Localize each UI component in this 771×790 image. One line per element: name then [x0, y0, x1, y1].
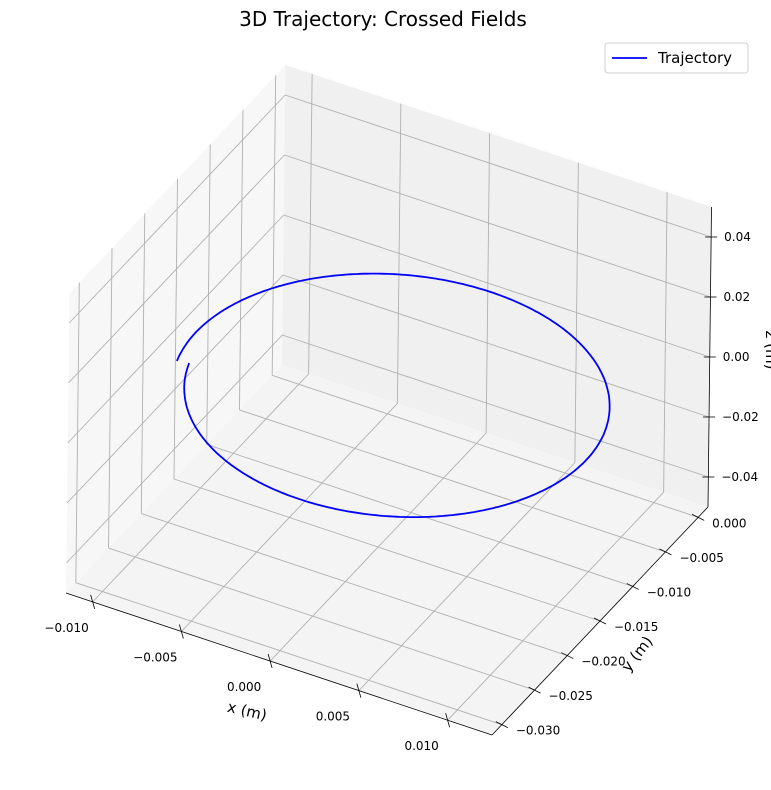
series-layer [176, 272, 611, 518]
tick-labels: −0.010 −0.005 0.000 0.005 0.010 0.000 −0.005 −0… [44, 230, 758, 753]
axes-panes [66, 65, 712, 735]
y-tick-label-0: 0.000 [712, 516, 746, 530]
y-tick-label-4: −0.020 [581, 655, 625, 669]
gridline-floor-y-4 [141, 513, 568, 656]
legend-label-trajectory: Trajectory [657, 49, 732, 67]
gridline-left-z-2 [67, 214, 285, 444]
y-tick-label-5: −0.025 [549, 689, 593, 703]
gridline-left-z-1 [68, 154, 285, 384]
gridline-back-z-0 [285, 94, 712, 238]
x-tick-1 [178, 624, 184, 639]
z-tick-label-2: 0.00 [723, 350, 750, 364]
y-tick-label-1: −0.005 [679, 551, 723, 565]
y-tick-5 [528, 686, 541, 694]
z-tick-label-4: −0.04 [721, 470, 758, 484]
gridline-left-z-0 [68, 94, 286, 324]
x-tick-label-4: 0.010 [404, 739, 438, 753]
gridline-back-z-4 [282, 334, 709, 478]
z-tick-label-1: 0.02 [723, 290, 750, 304]
gridline-back-z-2 [283, 214, 710, 358]
y-tick-2 [626, 583, 639, 590]
z-axis-label: z (m) [762, 331, 771, 370]
x-tick-4 [445, 713, 451, 728]
tick-marks [65, 206, 718, 736]
x-tick-3 [356, 683, 362, 698]
y-tick-6 [495, 721, 508, 728]
x-tick-label-2: 0.000 [227, 680, 261, 694]
chart-title: 3D Trajectory: Crossed Fields [239, 7, 527, 31]
y-tick-label-6: −0.030 [516, 724, 560, 738]
gridlines [66, 73, 712, 726]
y-tick-label-2: −0.010 [647, 585, 691, 599]
y-tick-0 [692, 514, 705, 521]
x-tick-0 [90, 594, 96, 609]
gridline-floor-y-3 [173, 478, 601, 622]
x-tick-label-3: 0.005 [316, 710, 350, 724]
x-axis-label: x (m) [226, 698, 269, 725]
x-tick-label-1: −0.005 [133, 650, 177, 664]
gridline-floor-y-1 [239, 409, 666, 553]
series-line-trajectory [176, 272, 611, 518]
y-tick-4 [561, 652, 574, 659]
legend-box [604, 42, 749, 74]
z-tick-label-0: 0.04 [724, 230, 751, 244]
gridline-back-z-1 [284, 154, 711, 298]
z-tick-label-3: −0.02 [722, 410, 759, 424]
y-tick-1 [659, 548, 672, 556]
gridline-floor-y-2 [206, 444, 633, 587]
gridline-left-z-3 [66, 274, 284, 504]
gridline-floor-y-0 [272, 374, 699, 518]
gridline-back-z-3 [282, 274, 710, 418]
x-tick-label-0: −0.010 [44, 621, 88, 635]
y-tick-label-3: −0.015 [614, 620, 658, 634]
gridline-floor-y-5 [108, 547, 535, 691]
y-tick-3 [593, 617, 607, 625]
x-axis-line [65, 592, 493, 736]
x-tick-2 [267, 653, 273, 669]
legend: Trajectory [604, 42, 749, 74]
gridline-left-z-4 [66, 334, 283, 564]
gridline-floor-y-6 [75, 582, 502, 726]
